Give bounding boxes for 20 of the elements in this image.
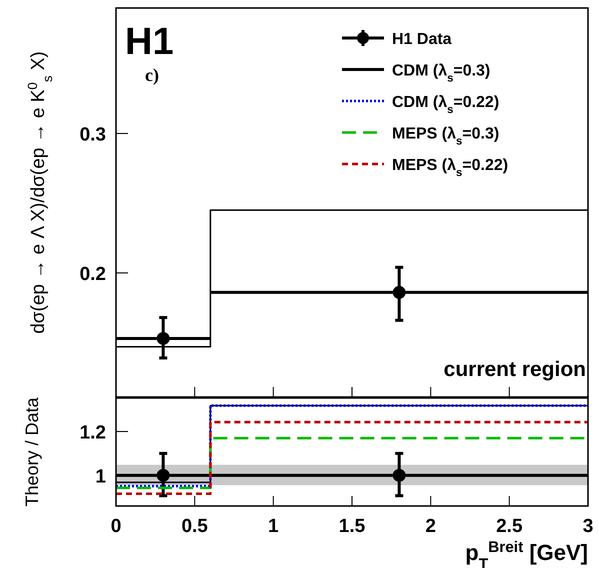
legend-label: H1 Data [392,31,452,48]
annotation: c) [145,65,159,85]
x-tick-label: 2 [425,516,436,537]
annotation: H1 [125,21,174,63]
x-tick-label: 0.5 [181,516,208,537]
y-tick-label: 0.2 [80,264,106,285]
text: MEPS (λ$_{s}$=0.3) [392,126,500,148]
y-tick-label: 0.3 [80,124,106,146]
x-tick-label: 1.5 [338,516,366,537]
x-tick-label: 3 [582,516,594,537]
annotation: current region [444,358,586,381]
x-tick-label: 0 [110,516,122,537]
x-tick-label: 2.5 [496,516,523,537]
y-tick-label: 1 [95,466,106,488]
y-tick-label: 1.2 [80,422,106,444]
x-tick-label: 1 [268,516,280,537]
y-axis-title: Theory / Data [22,396,42,507]
legend-label: CDM (λ$_{s}$=0.3) [392,62,490,84]
text: MEPS (λ$_{s}$=0.22) [392,157,508,179]
text: CDM (λ$_{s}$=0.22) [392,94,500,116]
